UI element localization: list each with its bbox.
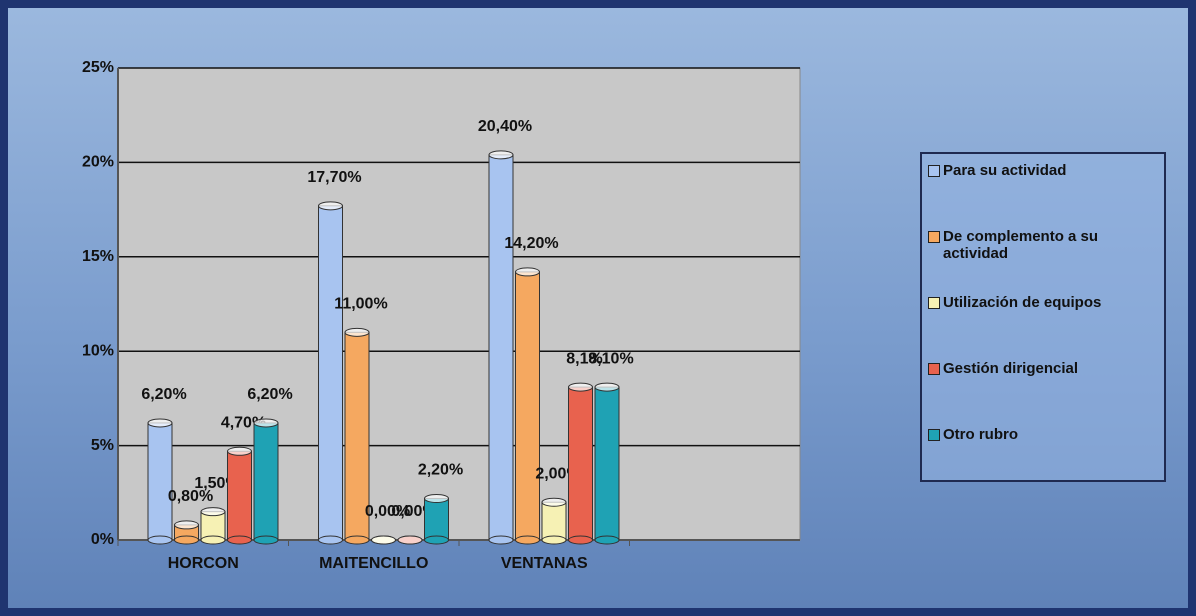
legend-item: Otro rubro (928, 426, 1158, 492)
bar-base (594, 535, 620, 545)
bar (594, 382, 620, 545)
bar-top (541, 497, 567, 507)
bar-top (594, 382, 620, 392)
data-label: 8,10% (588, 350, 633, 367)
bar-top (200, 507, 226, 517)
legend-swatch (928, 363, 940, 375)
bar-base (568, 535, 593, 545)
data-label: 6,20% (141, 386, 186, 403)
bar-base (541, 535, 567, 545)
chart: 0% 5% 10% 15% 20% 25% HORCON MAITENCILLO VENTANA… (82, 59, 801, 572)
bar-base (488, 535, 514, 545)
bar-base (515, 535, 540, 545)
bar-top (424, 493, 449, 503)
bar-top (568, 382, 593, 392)
bar (568, 382, 593, 545)
bar-body (253, 422, 279, 541)
x-tick-label: MAITENCILLO (319, 555, 428, 572)
legend-item: Para su actividad (928, 162, 1158, 228)
bar-body (200, 511, 226, 541)
bar-base (424, 535, 449, 545)
x-tick-label: VENTANAS (501, 555, 588, 572)
data-label: 11,00% (334, 296, 387, 313)
bar (318, 201, 343, 545)
bar-top (253, 418, 279, 428)
y-tick-label: 10% (82, 342, 114, 359)
bar-base (318, 535, 343, 545)
bar-top (147, 418, 173, 428)
y-tick-label: 20% (82, 154, 114, 171)
bar (397, 535, 423, 545)
legend-swatch (928, 231, 940, 243)
data-label: 2,20% (418, 462, 463, 479)
bar-body (488, 154, 514, 541)
bar-base (344, 535, 370, 545)
legend-item: Gestión dirigencial (928, 360, 1158, 426)
bar (541, 497, 567, 545)
bar-top (174, 520, 199, 530)
bar-body (227, 450, 252, 541)
bar-body (318, 205, 343, 541)
bar-body (541, 501, 567, 541)
bar-top (397, 535, 423, 545)
bar (174, 520, 199, 545)
bar-body (568, 386, 593, 541)
legend: Para su actividad De complemento a su act… (920, 152, 1166, 482)
bar-base (174, 535, 199, 545)
data-label: 6,20% (247, 386, 292, 403)
bar-body (344, 331, 370, 541)
data-label: 8,1% (566, 350, 602, 367)
data-label: 0,00% (365, 503, 410, 520)
y-tick-label: 15% (82, 248, 114, 265)
data-label: 14,20% (504, 235, 558, 252)
bar-body (424, 497, 449, 541)
legend-swatch (928, 165, 940, 177)
legend-item: Utilización de equipos (928, 294, 1158, 360)
y-tick-label: 5% (91, 437, 114, 454)
bar (200, 507, 226, 545)
data-label: 17,70% (307, 169, 361, 186)
data-label: 20,40% (478, 118, 532, 135)
bar (371, 535, 396, 545)
legend-item: De complemento a su actividad (928, 228, 1158, 294)
bar-base (253, 535, 279, 545)
legend-swatch (928, 429, 940, 441)
bar-top (371, 535, 396, 545)
bar (227, 446, 252, 545)
legend-label: Otro rubro (943, 426, 1018, 443)
bar-top (488, 150, 514, 160)
data-label: 0,80% (168, 488, 213, 505)
x-tick-label: HORCON (168, 555, 239, 572)
legend-label: Gestión dirigencial (943, 360, 1079, 377)
legend-label: Para su actividad (943, 162, 1067, 179)
bar-base (227, 535, 252, 545)
bar-top (515, 267, 540, 277)
bar (515, 267, 540, 545)
bar-top (318, 201, 343, 211)
bar-base (200, 535, 226, 545)
bar-top (227, 446, 252, 456)
legend-swatch (928, 297, 940, 309)
bar-body (515, 271, 540, 541)
legend-label: Utilización de equipos (943, 294, 1102, 311)
bar (344, 327, 370, 545)
bar (147, 418, 173, 545)
bar-top (344, 327, 370, 337)
y-tick-label: 0% (91, 531, 114, 548)
bar-body (147, 422, 173, 541)
bar-body (594, 386, 620, 541)
bar (253, 418, 279, 545)
bar (488, 150, 514, 545)
y-tick-label: 25% (82, 59, 114, 76)
bar (424, 493, 449, 545)
legend-label: De complemento a su actividad (943, 228, 1099, 262)
bar-base (147, 535, 173, 545)
